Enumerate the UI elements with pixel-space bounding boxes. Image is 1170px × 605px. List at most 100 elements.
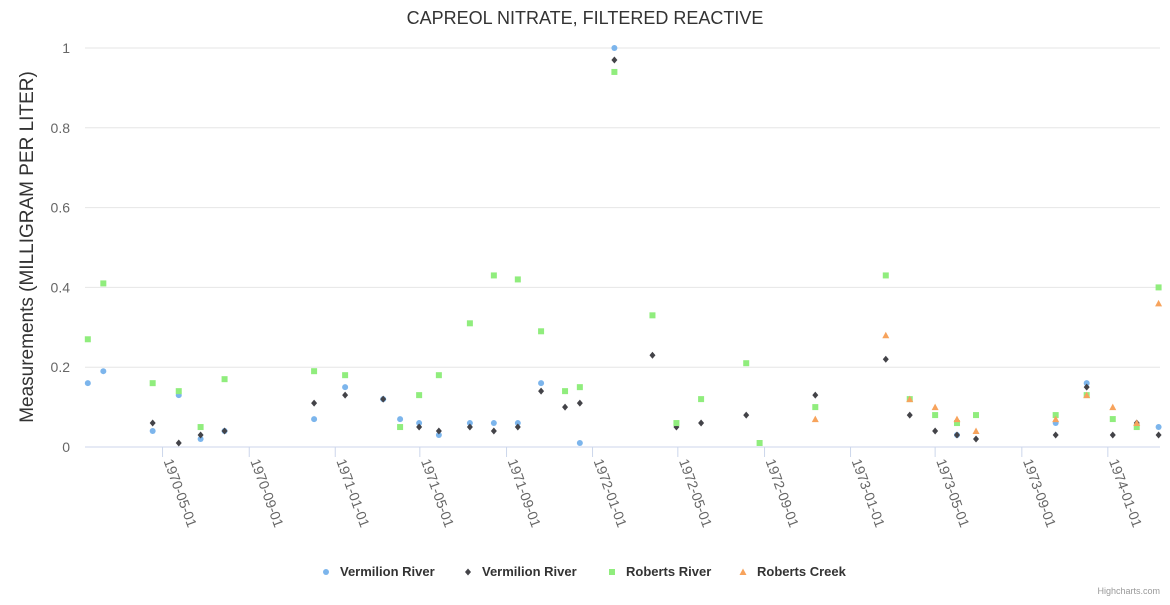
legend-label: Vermilion River [340, 564, 435, 579]
data-point [611, 56, 618, 64]
data-point [1155, 284, 1162, 291]
data-point [973, 412, 980, 419]
data-point [972, 427, 980, 435]
data-point [743, 360, 750, 367]
data-point [1109, 416, 1116, 423]
data-point [490, 272, 497, 279]
legend-marker [323, 569, 329, 575]
y-axis-ticks: 0 0.2 0.4 0.6 0.8 1 [51, 40, 71, 455]
data-point [342, 372, 349, 379]
data-point [673, 420, 680, 427]
data-point [1083, 383, 1090, 391]
data-point [149, 428, 156, 435]
data-point [562, 388, 569, 395]
data-point [932, 412, 939, 419]
data-point [953, 415, 961, 423]
data-point [538, 387, 545, 395]
data-point [1052, 415, 1060, 423]
y-tick-label: 0.4 [51, 279, 71, 295]
data-point [466, 423, 473, 431]
legend-item[interactable]: Roberts Creek [739, 564, 847, 579]
data-point [1155, 299, 1163, 307]
data-point [1109, 431, 1116, 439]
y-axis-title: Measurements (MILLIGRAM PER LITER) [17, 71, 38, 423]
data-point [435, 432, 442, 439]
legend-item[interactable]: Roberts River [609, 564, 711, 579]
data-point [932, 427, 939, 435]
data-point [514, 276, 521, 283]
y-tick-label: 1 [62, 40, 70, 56]
data-point [197, 436, 204, 443]
data-point [380, 395, 387, 403]
data-point [84, 380, 91, 387]
data-point [953, 431, 960, 439]
data-point [149, 419, 156, 427]
legend-label: Roberts Creek [757, 564, 847, 579]
series-2 [84, 68, 1162, 447]
chart-credit[interactable]: Highcharts.com [1097, 586, 1160, 596]
data-point [931, 403, 939, 411]
data-point [649, 312, 656, 319]
data-point [698, 396, 705, 403]
series-1 [149, 56, 1162, 447]
data-point [576, 399, 583, 407]
data-point [538, 328, 545, 335]
data-point [812, 404, 819, 411]
data-point [698, 419, 705, 427]
data-point [342, 384, 349, 391]
y-tick-label: 0.2 [51, 359, 71, 375]
data-point [175, 388, 182, 395]
data-point [466, 320, 473, 327]
data-point [611, 68, 618, 75]
x-axis: 1970-05-01 1970-09-01 1971-01-01 1971-05-01… [161, 447, 1146, 530]
data-point [1052, 412, 1059, 419]
x-tick-label: 1970-05-01 [161, 457, 201, 530]
data-point [175, 439, 182, 447]
data-point [84, 336, 91, 343]
data-point [197, 431, 204, 439]
data-point [197, 424, 204, 431]
data-point [466, 420, 473, 427]
data-point [1083, 380, 1090, 387]
x-tick-label: 1973-01-01 [849, 457, 889, 530]
data-point [311, 416, 318, 423]
x-tick-label: 1974-01-01 [1106, 457, 1146, 530]
data-point [149, 380, 156, 387]
series-0 [84, 45, 1162, 447]
data-points [84, 45, 1163, 447]
series-3 [811, 299, 1163, 435]
data-point [1109, 403, 1117, 411]
data-point [576, 440, 583, 447]
data-point [221, 376, 228, 383]
data-point [906, 395, 914, 403]
data-point [1083, 391, 1091, 399]
data-point [1133, 419, 1141, 427]
legend-item[interactable]: Vermilion River [465, 564, 577, 579]
x-tick-label: 1971-01-01 [333, 457, 373, 530]
data-point [811, 415, 819, 423]
y-tick-label: 0.8 [51, 120, 71, 136]
data-point [562, 403, 569, 411]
data-point [906, 411, 913, 419]
legend-label: Vermilion River [482, 564, 577, 579]
data-point [416, 423, 423, 431]
x-tick-label: 1972-01-01 [591, 457, 631, 530]
data-point [416, 392, 423, 399]
chart-title: CAPREOL NITRATE, FILTERED REACTIVE [407, 8, 764, 28]
data-point [490, 427, 497, 435]
x-tick-label: 1973-09-01 [1020, 457, 1060, 530]
data-point [953, 420, 960, 427]
data-point [221, 427, 228, 435]
x-tick-label: 1971-09-01 [505, 457, 545, 530]
data-point [1052, 431, 1059, 439]
legend-item[interactable]: Vermilion River [323, 564, 435, 579]
data-point [882, 355, 889, 363]
legend-marker [609, 569, 615, 575]
data-point [100, 368, 107, 375]
legend-marker [465, 568, 471, 576]
data-point [812, 391, 819, 399]
data-point [1155, 431, 1162, 439]
data-point [1155, 424, 1162, 431]
data-point [514, 423, 521, 431]
